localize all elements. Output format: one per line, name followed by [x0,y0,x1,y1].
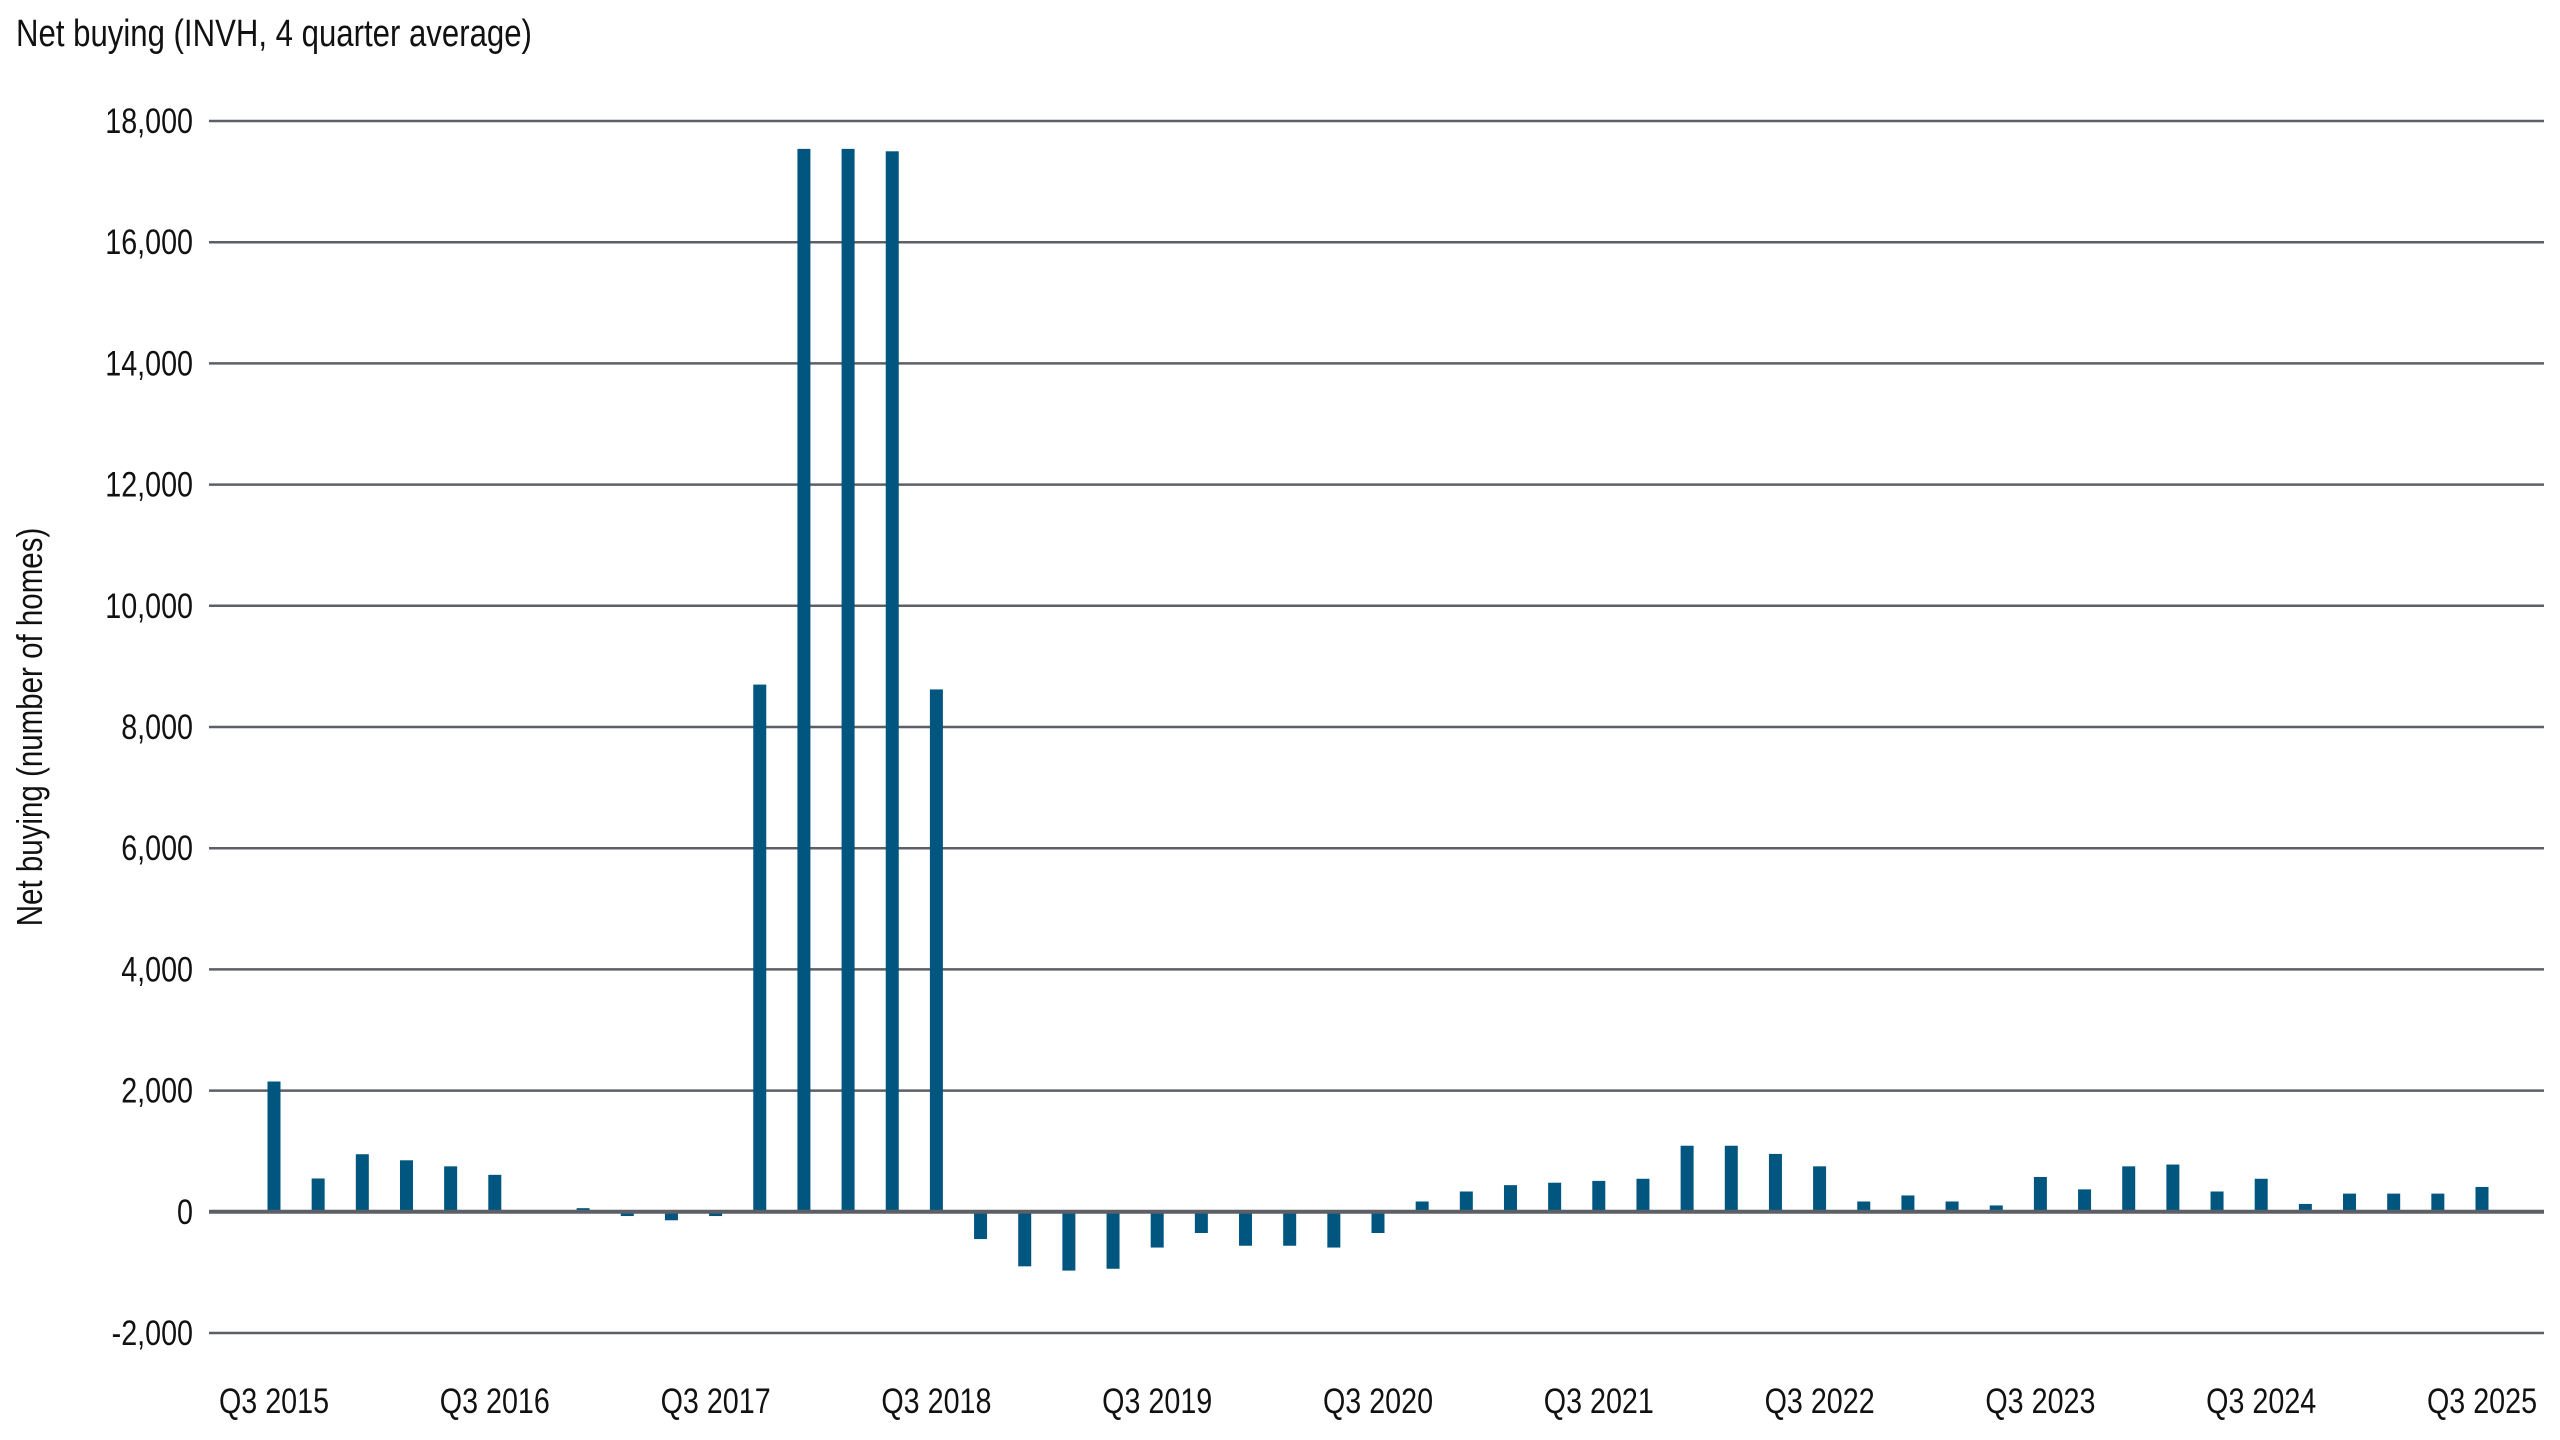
bar [355,1154,369,1212]
x-tick-label: Q3 2019 [1102,1381,1212,1420]
bar [1106,1211,1120,1269]
bar [1503,1185,1517,1212]
bar [753,684,767,1212]
bar [2387,1193,2401,1212]
bar [620,1211,634,1217]
bar [1768,1153,1782,1212]
bar [2078,1189,2092,1212]
bar [1150,1211,1164,1248]
chart-title: Net buying (INVH, 4 quarter average) [16,13,532,55]
y-tick-label: 2,000 [121,1071,193,1110]
x-tick-label: Q3 2025 [2427,1381,2537,1420]
bar [399,1160,413,1212]
y-tick-label: 16,000 [105,222,193,261]
x-tick-label: Q3 2021 [1544,1381,1654,1420]
bar [2343,1193,2357,1212]
bar [1327,1211,1341,1248]
bar [2254,1178,2268,1212]
x-tick-labels: Q3 2015 Q3 2016 Q3 2017 Q3 2018 Q3 2019 Q3 20… [219,1381,2537,1420]
bar [2033,1176,2047,1212]
bar [1062,1211,1076,1271]
bar [1018,1211,1032,1267]
bar [2298,1203,2312,1212]
y-tick-label: 6,000 [121,828,193,867]
bar [1989,1205,2003,1212]
bar [488,1174,502,1212]
bars [267,148,2489,1271]
bar [709,1211,723,1217]
bar [2431,1193,2445,1212]
x-tick-label: Q3 2016 [440,1381,550,1420]
bar [1371,1211,1385,1234]
bar [1459,1191,1473,1212]
y-tick-label: 12,000 [105,465,193,504]
y-axis-label: Net buying (number of homes) [9,528,49,927]
bar [974,1211,988,1240]
bar [267,1081,281,1212]
y-tick-label: 0 [177,1192,193,1231]
bar [1724,1145,1738,1212]
bar [885,151,899,1212]
bar [1415,1201,1429,1212]
y-tick-label: -2,000 [112,1313,193,1352]
bar [2210,1191,2224,1212]
y-tick-label: 8,000 [121,707,193,746]
x-tick-label: Q3 2022 [1765,1381,1875,1420]
x-tick-label: Q3 2024 [2206,1381,2316,1420]
bar [444,1166,458,1212]
x-tick-label: Q3 2017 [661,1381,771,1420]
y-tick-label: 18,000 [105,101,193,140]
bar [311,1178,325,1212]
bar [797,148,811,1212]
bar [1548,1182,1562,1212]
y-tick-label: 14,000 [105,344,193,383]
bar [1194,1211,1208,1234]
bar [2122,1166,2136,1212]
gridlines [209,119,2544,1335]
y-tick-labels: -2,000 0 2,000 4,000 6,000 8,000 10,000 12,000 1… [105,101,193,1352]
y-tick-label: 4,000 [121,950,193,989]
bar [1680,1145,1694,1212]
bar [929,689,943,1212]
x-tick-label: Q3 2023 [1985,1381,2095,1420]
x-tick-label: Q3 2020 [1323,1381,1433,1420]
bar [2475,1186,2489,1212]
bar [1901,1195,1915,1212]
bar [1283,1211,1297,1246]
bar [1239,1211,1253,1246]
bar [1813,1166,1827,1212]
bar [1945,1201,1959,1212]
y-tick-label: 10,000 [105,586,193,625]
bar [1592,1180,1606,1212]
bar [664,1211,678,1221]
bar [841,148,855,1212]
bar [1857,1201,1871,1212]
bar [2166,1164,2180,1212]
bar [1636,1178,1650,1212]
x-tick-label: Q3 2015 [219,1381,329,1420]
x-tick-label: Q3 2018 [881,1381,991,1420]
